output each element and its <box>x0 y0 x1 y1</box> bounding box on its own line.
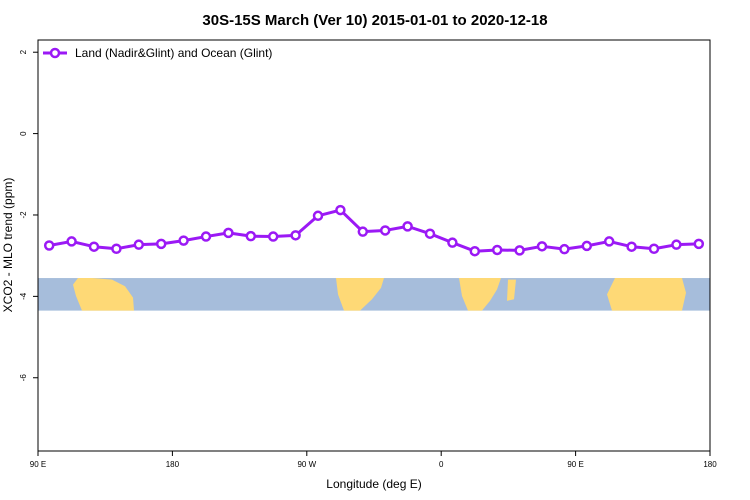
y-axis: 2 0 -2 -4 -6 <box>19 49 38 381</box>
series-layer <box>43 204 705 257</box>
data-point <box>469 245 481 257</box>
y-tick-label: -4 <box>19 292 28 300</box>
x-tick-label: 0 <box>439 460 444 469</box>
data-point <box>312 210 324 222</box>
legend-marker-swatch <box>49 47 61 59</box>
data-point <box>559 243 570 255</box>
data-point <box>536 241 548 252</box>
legend: Land (Nadir&Glint) and Ocean (Glint) <box>43 46 272 60</box>
y-tick-label: -6 <box>19 374 28 382</box>
map-band <box>38 278 710 311</box>
x-tick-label: 90 W <box>297 460 316 469</box>
data-point <box>155 238 167 250</box>
x-tick-label: 90 E <box>30 460 46 469</box>
data-point <box>402 221 413 232</box>
land-south-america <box>336 278 384 311</box>
data-point <box>626 241 637 252</box>
x-tick-label: 180 <box>166 460 180 469</box>
series-line <box>48 208 699 253</box>
data-point <box>335 204 346 216</box>
data-point <box>671 239 682 250</box>
y-tick-label: 2 <box>19 49 28 54</box>
y-tick-label: -2 <box>19 211 28 219</box>
data-point <box>648 243 660 255</box>
data-point <box>603 236 615 247</box>
data-point <box>514 245 525 256</box>
data-point <box>581 240 593 252</box>
data-point <box>447 237 458 248</box>
x-tick-label: 180 <box>703 460 717 469</box>
land-africa <box>459 278 501 311</box>
data-point <box>290 230 301 241</box>
data-point <box>357 226 369 237</box>
land-australia-1 <box>73 278 134 311</box>
data-point <box>693 238 705 250</box>
land-australia-2 <box>607 278 686 311</box>
x-axis-label: Longitude (deg E) <box>326 477 421 491</box>
data-point <box>379 225 391 236</box>
data-point <box>66 236 77 247</box>
land-madagascar <box>507 279 516 301</box>
legend-label: Land (Nadir&Glint) and Ocean (Glint) <box>75 46 272 60</box>
y-tick-label: 0 <box>19 131 28 136</box>
chart-title: 30S-15S March (Ver 10) 2015-01-01 to 202… <box>202 12 547 29</box>
data-point <box>223 227 234 239</box>
data-point <box>43 240 55 251</box>
data-point <box>111 243 122 255</box>
data-point <box>491 244 503 256</box>
data-point <box>200 231 212 242</box>
data-point <box>178 235 189 246</box>
y-axis-label: XCO2 - MLO trend (ppm) <box>1 178 15 313</box>
data-point <box>267 231 279 242</box>
plot-frame <box>37 39 711 452</box>
data-point <box>245 230 257 242</box>
data-point <box>424 228 436 239</box>
data-point <box>88 241 100 252</box>
x-axis: 90 E 180 90 W 0 90 E 180 <box>30 451 717 469</box>
x-tick-label: 90 E <box>567 460 583 469</box>
data-point <box>133 239 145 250</box>
